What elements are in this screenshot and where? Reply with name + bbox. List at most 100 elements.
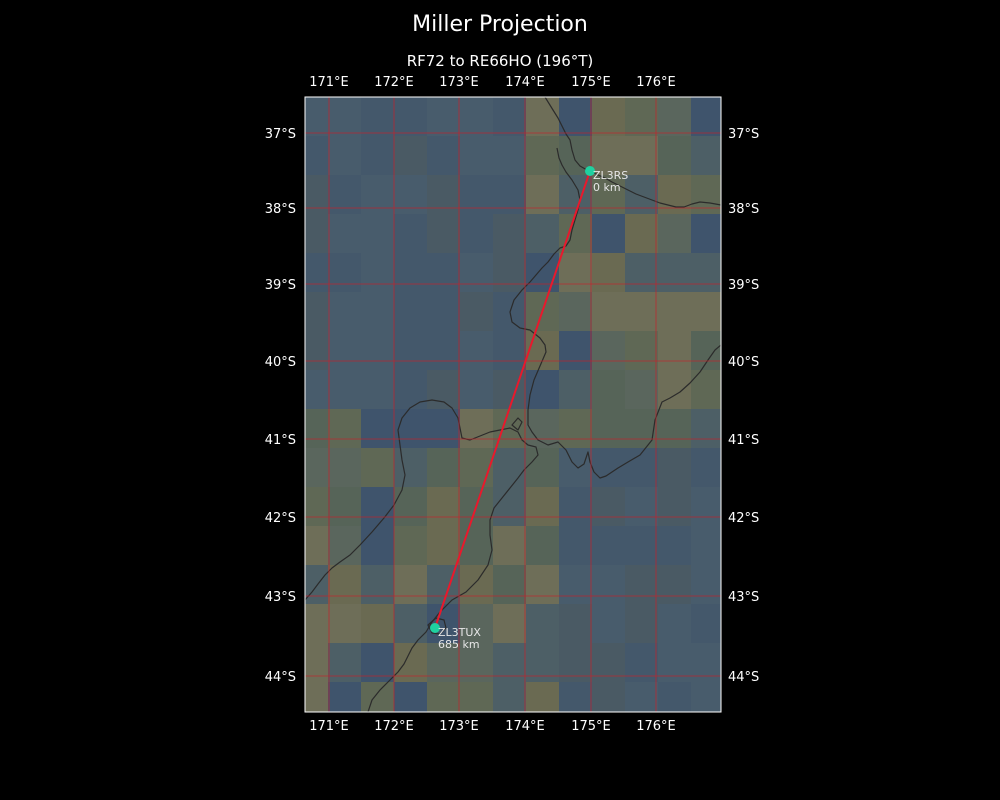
lon-tick-label-top: 176°E: [636, 75, 676, 90]
raster-tile: [328, 175, 361, 214]
raster-tile: [427, 370, 460, 409]
raster-tile: [559, 409, 592, 448]
raster-tile: [625, 409, 658, 448]
raster-tile: [493, 604, 526, 643]
raster-tile: [691, 292, 721, 331]
lon-tick-label-bottom: 174°E: [505, 719, 545, 734]
raster-tile: [394, 370, 427, 409]
raster-tile: [305, 409, 328, 448]
raster-tile: [460, 526, 493, 565]
raster-tile: [328, 604, 361, 643]
lon-tick-label-bottom: 172°E: [374, 719, 414, 734]
lon-tick-label-top: 171°E: [309, 75, 349, 90]
lat-tick-label-left: 44°S: [265, 670, 296, 685]
raster-tile: [394, 643, 427, 682]
path-line: [434, 170, 591, 629]
lat-tick-label-right: 40°S: [728, 355, 759, 370]
raster-tile: [305, 292, 328, 331]
raster-tile: [460, 136, 493, 175]
raster-tile: [658, 526, 691, 565]
raster-tile: [559, 292, 592, 331]
raster-tile: [460, 565, 493, 604]
raster-tile: [691, 175, 721, 214]
raster-tile: [526, 175, 559, 214]
raster-tile: [559, 448, 592, 487]
raster-tile: [658, 604, 691, 643]
raster-tile: [460, 370, 493, 409]
raster-tile: [691, 253, 721, 292]
raster-tile: [328, 448, 361, 487]
raster-tile: [559, 643, 592, 682]
raster-tile: [658, 97, 691, 136]
coastlines: [305, 97, 721, 712]
raster-tile: [526, 682, 559, 712]
north-island-coastline: [509, 97, 721, 479]
raster-tile: [625, 331, 658, 370]
lat-tick-label-right: 43°S: [728, 590, 759, 605]
raster-tile: [625, 604, 658, 643]
raster-tile: [394, 487, 427, 526]
sounds-islet: [511, 417, 523, 431]
map-panel: [305, 97, 721, 712]
map-title: Miller Projection: [412, 12, 588, 37]
station-marker-end: [430, 623, 440, 633]
raster-tile: [394, 526, 427, 565]
raster-tile: [559, 526, 592, 565]
raster-tile: [559, 253, 592, 292]
raster-tile: [625, 487, 658, 526]
raster-tile: [427, 526, 460, 565]
raster-tile: [658, 331, 691, 370]
raster-tile: [328, 331, 361, 370]
raster-tile: [625, 214, 658, 253]
raster-tile: [493, 136, 526, 175]
south-island-coastline: [305, 399, 539, 712]
raster-tile: [592, 214, 625, 253]
raster-tile: [493, 487, 526, 526]
raster-tile: [592, 331, 625, 370]
raster-tile: [427, 136, 460, 175]
raster-tile: [361, 292, 394, 331]
raster-tile: [361, 331, 394, 370]
raster-tile: [361, 97, 394, 136]
station-label-end-distance: 685 km: [438, 638, 480, 651]
raster-tile: [625, 643, 658, 682]
lat-tick-label-left: 42°S: [265, 511, 296, 526]
raster-tile: [592, 565, 625, 604]
raster-tile: [526, 253, 559, 292]
raster-tile: [427, 175, 460, 214]
axis-tick-labels: 171°E 171°E 172°E 172°E 173°E 173°E 174°E 174°E…: [265, 75, 760, 734]
raster-tile: [361, 682, 394, 712]
raster-tile: [658, 253, 691, 292]
raster-tile: [460, 292, 493, 331]
raster-tile: [361, 448, 394, 487]
lat-tick-label-left: 39°S: [265, 278, 296, 293]
raster-tile: [526, 643, 559, 682]
raster-tile: [427, 487, 460, 526]
raster-tile: [658, 487, 691, 526]
raster-tile: [658, 565, 691, 604]
raster-tile: [493, 526, 526, 565]
lat-tick-label-left: 41°S: [265, 433, 296, 448]
raster-tile: [526, 136, 559, 175]
raster-tile: [394, 448, 427, 487]
raster-tile: [559, 370, 592, 409]
raster-tile: [625, 682, 658, 712]
raster-tile: [658, 448, 691, 487]
raster-tile: [427, 409, 460, 448]
raster-tile: [592, 643, 625, 682]
raster-tile: [305, 253, 328, 292]
raster-tile: [526, 604, 559, 643]
raster-tile: [625, 97, 658, 136]
raster-tile: [305, 526, 328, 565]
raster-tile: [658, 682, 691, 712]
raster-tile: [305, 448, 328, 487]
raster-tile: [592, 97, 625, 136]
raster-tile: [592, 682, 625, 712]
raster-tile: [658, 370, 691, 409]
raster-tile: [625, 370, 658, 409]
raster-tile: [493, 643, 526, 682]
lon-tick-label-bottom: 173°E: [439, 719, 479, 734]
lat-tick-label-left: 40°S: [265, 355, 296, 370]
raster-tile: [526, 97, 559, 136]
map-subtitle: RF72 to RE66HO (196°T): [406, 52, 594, 70]
